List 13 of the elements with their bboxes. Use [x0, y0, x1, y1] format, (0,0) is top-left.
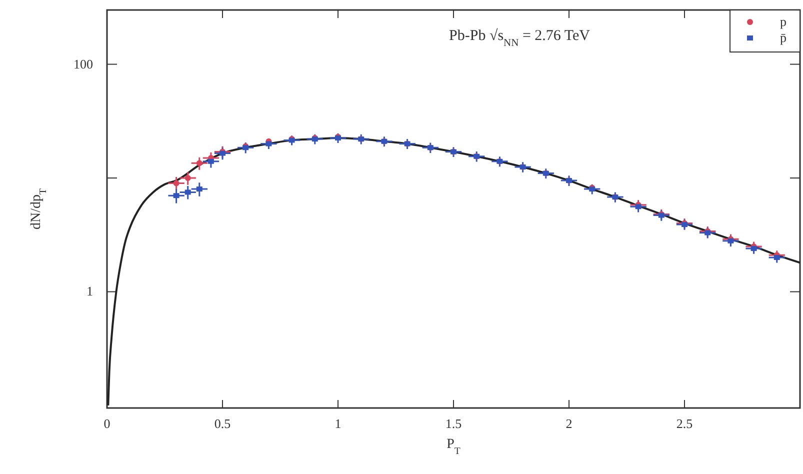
legend-label: p̄: [780, 30, 786, 45]
point: [196, 160, 202, 166]
x-tick-label: 1.5: [445, 416, 462, 431]
x-tick-label: 0: [104, 416, 110, 431]
x-axis-title: P$_{T}$: [446, 437, 460, 456]
x-tick-label: 0.5: [214, 416, 231, 431]
annotation: Pb-Pb √s$_{NN}$ = 2.76 TeV: [449, 28, 590, 48]
x-tick-label: 1: [334, 416, 342, 431]
legend-label: p: [780, 14, 786, 29]
point: [266, 141, 272, 146]
x-tick-label: 2: [566, 416, 572, 431]
y-tick-label: 100: [74, 56, 93, 72]
x-tick-label: 2.5: [676, 416, 693, 431]
